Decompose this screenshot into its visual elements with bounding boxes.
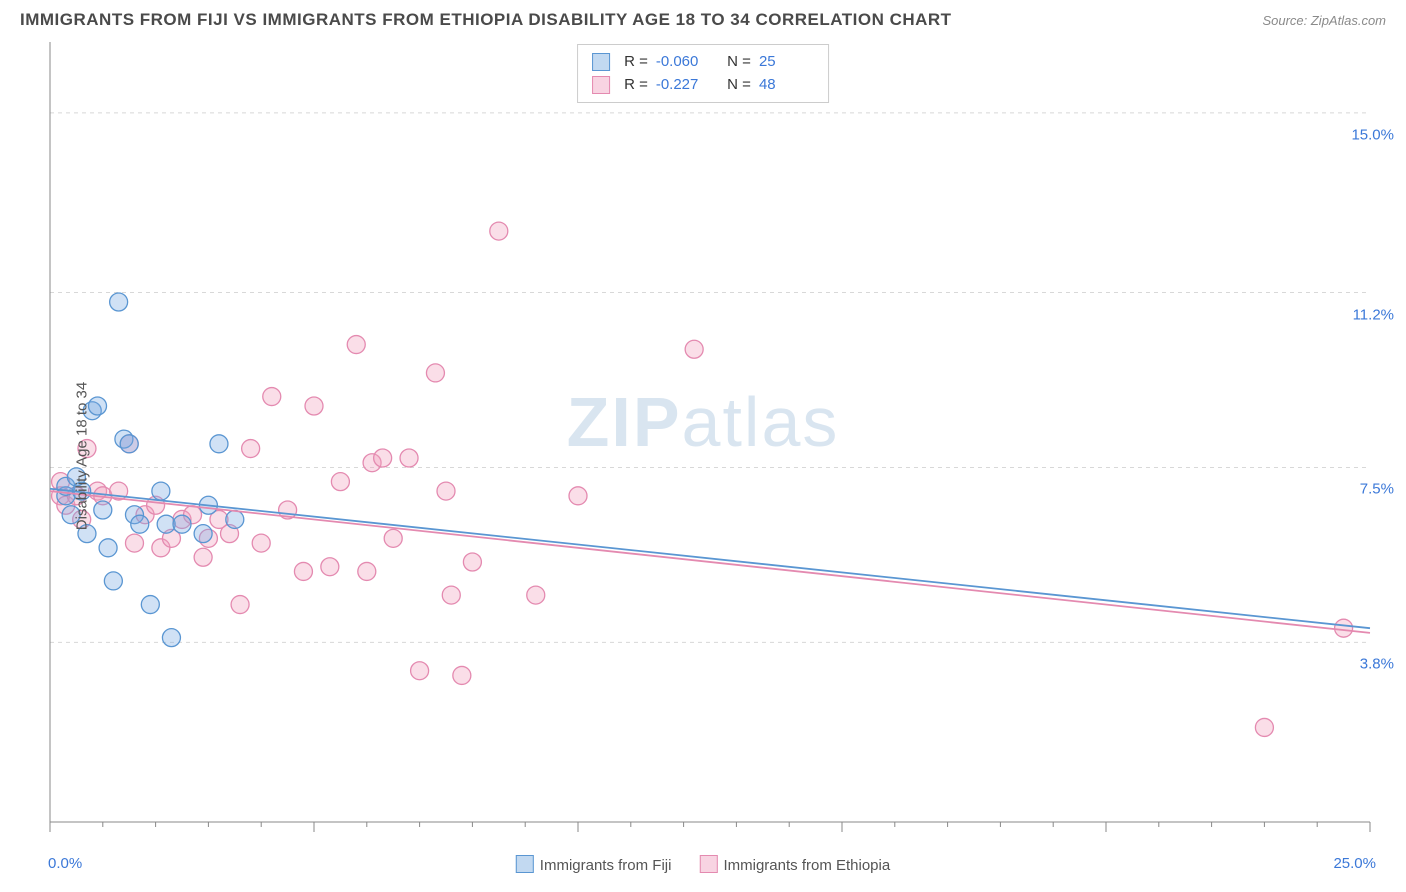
x-axis-min-label: 0.0%	[48, 855, 82, 872]
r-label: R =	[624, 74, 648, 97]
legend-label: Immigrants from Ethiopia	[723, 857, 890, 874]
r-value: -0.060	[656, 51, 711, 74]
chart-area: Disability Age 18 to 34 ZIPatlas R = -0.…	[0, 36, 1406, 876]
y-tick-label: 3.8%	[1360, 656, 1394, 673]
x-axis-max-label: 25.0%	[1333, 855, 1376, 872]
y-tick-label: 15.0%	[1351, 126, 1394, 143]
legend-swatch	[592, 76, 610, 94]
chart-header: IMMIGRANTS FROM FIJI VS IMMIGRANTS FROM …	[0, 0, 1406, 36]
stats-legend-row: R = -0.060 N = 25	[592, 51, 814, 74]
r-value: -0.227	[656, 74, 711, 97]
legend-item: Immigrants from Fiji	[516, 855, 672, 874]
stats-legend-row: R = -0.227 N = 48	[592, 74, 814, 97]
n-label: N =	[719, 74, 751, 97]
y-axis-label: Disability Age 18 to 34	[74, 382, 91, 530]
legend-item: Immigrants from Ethiopia	[699, 855, 890, 874]
legend-label: Immigrants from Fiji	[540, 857, 672, 874]
series-legend: Immigrants from Fiji Immigrants from Ethi…	[516, 855, 890, 874]
n-value: 48	[759, 74, 814, 97]
chart-title: IMMIGRANTS FROM FIJI VS IMMIGRANTS FROM …	[20, 10, 952, 30]
r-label: R =	[624, 51, 648, 74]
n-value: 25	[759, 51, 814, 74]
legend-swatch	[592, 53, 610, 71]
stats-legend: R = -0.060 N = 25R = -0.227 N = 48	[577, 44, 829, 103]
legend-swatch	[516, 855, 534, 873]
chart-source: Source: ZipAtlas.com	[1262, 13, 1386, 28]
n-label: N =	[719, 51, 751, 74]
y-tick-label: 7.5%	[1360, 481, 1394, 498]
legend-swatch	[699, 855, 717, 873]
y-tick-label: 11.2%	[1353, 306, 1394, 323]
scatter-plot	[0, 36, 1406, 856]
